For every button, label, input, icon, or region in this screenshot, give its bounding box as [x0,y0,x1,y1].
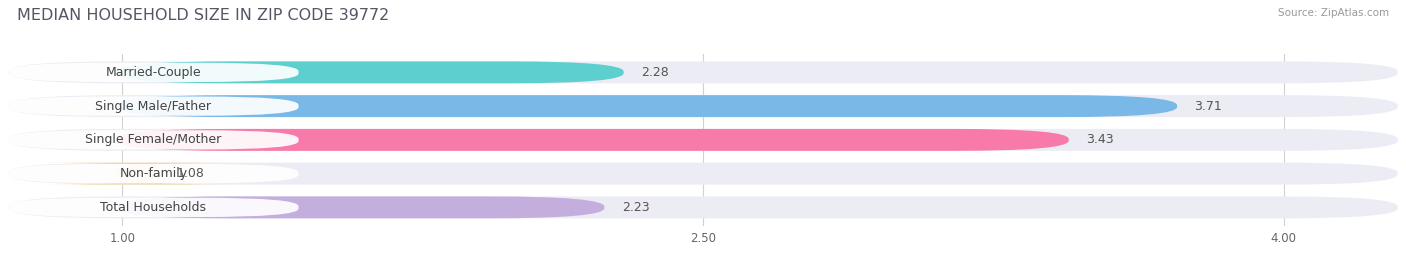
Text: Married-Couple: Married-Couple [105,66,201,79]
Text: 1.08: 1.08 [177,167,204,180]
FancyBboxPatch shape [8,129,1398,151]
FancyBboxPatch shape [8,61,1398,83]
FancyBboxPatch shape [117,95,1177,117]
Text: Source: ZipAtlas.com: Source: ZipAtlas.com [1278,8,1389,18]
Text: Single Female/Mother: Single Female/Mother [86,133,222,146]
FancyBboxPatch shape [117,196,605,218]
FancyBboxPatch shape [8,63,298,82]
FancyBboxPatch shape [8,163,1398,185]
Text: 3.43: 3.43 [1087,133,1114,146]
Text: 2.28: 2.28 [641,66,669,79]
FancyBboxPatch shape [44,163,233,185]
Text: 3.71: 3.71 [1195,100,1222,113]
Text: Single Male/Father: Single Male/Father [96,100,211,113]
FancyBboxPatch shape [8,95,1398,117]
Text: 2.23: 2.23 [621,201,650,214]
FancyBboxPatch shape [8,198,298,217]
FancyBboxPatch shape [8,164,298,183]
FancyBboxPatch shape [117,129,1069,151]
FancyBboxPatch shape [8,97,298,116]
FancyBboxPatch shape [8,130,298,150]
Text: Non-family: Non-family [120,167,187,180]
FancyBboxPatch shape [117,61,624,83]
Text: Total Households: Total Households [100,201,207,214]
FancyBboxPatch shape [8,196,1398,218]
Text: MEDIAN HOUSEHOLD SIZE IN ZIP CODE 39772: MEDIAN HOUSEHOLD SIZE IN ZIP CODE 39772 [17,8,389,23]
